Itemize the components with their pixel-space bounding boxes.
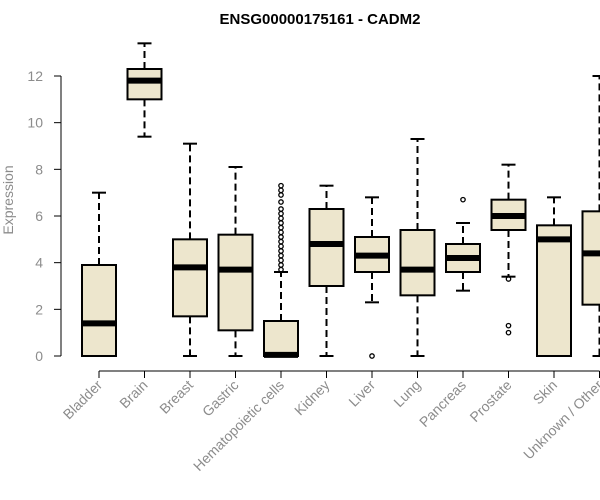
outlier-point xyxy=(278,248,284,254)
x-tick-label: Bladder xyxy=(60,377,106,423)
box-lung xyxy=(399,138,436,357)
box-iqr xyxy=(581,210,600,306)
outlier-point xyxy=(460,196,466,203)
box-pancreas xyxy=(445,196,481,292)
box-skin xyxy=(536,196,572,357)
outlier-point xyxy=(278,234,284,240)
outlier-point xyxy=(278,243,284,250)
y-axis-label: Expression xyxy=(0,165,16,234)
outlier-point xyxy=(278,182,284,189)
box-unknown-other xyxy=(581,75,600,357)
x-tick-label: Skin xyxy=(530,377,561,408)
y-tick-label: 0 xyxy=(35,348,43,364)
outlier-point xyxy=(278,229,284,236)
y-tick-label: 12 xyxy=(27,68,43,84)
box-bladder xyxy=(81,191,117,357)
box-iqr xyxy=(536,224,572,357)
x-tick-label: Gastric xyxy=(199,377,242,420)
box-gastric xyxy=(217,166,254,357)
outlier-point xyxy=(505,329,512,336)
outlier-point xyxy=(278,210,284,217)
boxes-group xyxy=(81,42,600,359)
outlier-point xyxy=(505,322,512,329)
box-iqr xyxy=(81,264,117,357)
y-tick-label: 2 xyxy=(35,301,43,317)
box-iqr xyxy=(399,229,436,297)
box-kidney xyxy=(308,184,345,357)
x-tick-label: Hematopoietic cells xyxy=(190,377,287,474)
box-iqr xyxy=(217,233,254,332)
chart-title: ENSG00000175161 - CADM2 xyxy=(220,11,421,28)
box-prostate xyxy=(490,163,527,336)
outlier-point xyxy=(278,257,284,264)
outlier-point xyxy=(278,206,284,212)
x-tick-label: Kidney xyxy=(291,377,333,419)
box-iqr xyxy=(126,68,163,101)
outlier-point xyxy=(278,252,284,259)
box-iqr xyxy=(263,320,299,357)
x-tick-label: Prostate xyxy=(466,377,514,425)
y-axis: 0 2 4 6 8 10 12 xyxy=(27,68,62,364)
y-tick-label: 8 xyxy=(35,161,43,177)
x-tick-label: Lung xyxy=(390,377,423,410)
y-tick-label: 10 xyxy=(27,115,43,131)
box-brain xyxy=(126,42,163,138)
box-iqr xyxy=(172,238,208,318)
x-tick-label: Unknown / Other xyxy=(520,377,600,463)
box-breast xyxy=(172,142,208,357)
outlier-point xyxy=(278,215,284,222)
outlier-point xyxy=(278,262,284,268)
box-liver xyxy=(354,196,390,359)
outlier-point xyxy=(278,199,284,205)
box-hematopoietic-cells xyxy=(263,182,299,358)
x-tick-label: Brain xyxy=(116,377,150,411)
y-tick-label: 6 xyxy=(35,208,43,224)
x-tick-label: Liver xyxy=(345,377,378,410)
outlier-point xyxy=(278,238,284,245)
x-tick-label: Breast xyxy=(156,377,196,417)
outlier-point xyxy=(278,224,284,231)
box-iqr xyxy=(308,208,345,287)
x-tick-label: Pancreas xyxy=(416,377,469,430)
outlier-point xyxy=(278,220,284,226)
y-tick-label: 4 xyxy=(35,255,43,271)
outlier-point xyxy=(505,276,512,282)
outlier-point xyxy=(278,187,284,194)
outlier-point xyxy=(278,192,284,198)
outlier-point xyxy=(369,353,375,359)
